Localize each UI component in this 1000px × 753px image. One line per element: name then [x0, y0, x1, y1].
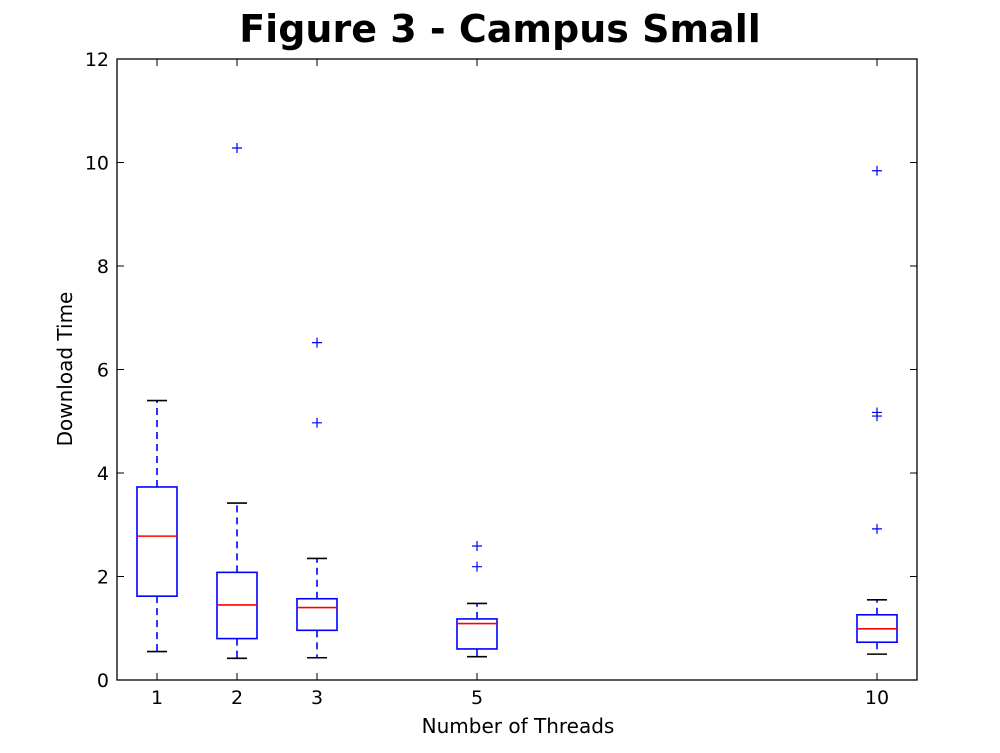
x-axis-label: Number of Threads [422, 714, 615, 738]
x-tick-label: 2 [231, 687, 243, 709]
outlier-point [472, 540, 482, 551]
y-tick-label: 2 [97, 567, 109, 589]
iqr-box [296, 597, 338, 632]
iqr-box [136, 486, 178, 597]
outlier-point [312, 417, 322, 428]
x-tick-label: 10 [865, 687, 889, 709]
y-tick-label: 0 [97, 670, 109, 692]
x-tick-label: 3 [311, 687, 323, 709]
x-tick-label: 1 [151, 687, 163, 709]
chart-title: Figure 3 - Campus Small [239, 7, 761, 51]
outlier-point [232, 143, 242, 154]
iqr-box [456, 618, 498, 650]
y-axis-label: Download Time [53, 292, 77, 447]
outlier-point [472, 561, 482, 572]
y-tick-label: 8 [97, 256, 109, 278]
outlier-point [872, 523, 882, 534]
y-tick-label: 10 [85, 153, 109, 175]
y-tick-label: 12 [85, 49, 109, 71]
y-tick-label: 4 [97, 463, 109, 485]
y-tick-label: 6 [97, 360, 109, 382]
outlier-point [872, 165, 882, 176]
outlier-point [872, 407, 882, 418]
x-tick-label: 5 [471, 687, 483, 709]
outlier-point [312, 337, 322, 348]
